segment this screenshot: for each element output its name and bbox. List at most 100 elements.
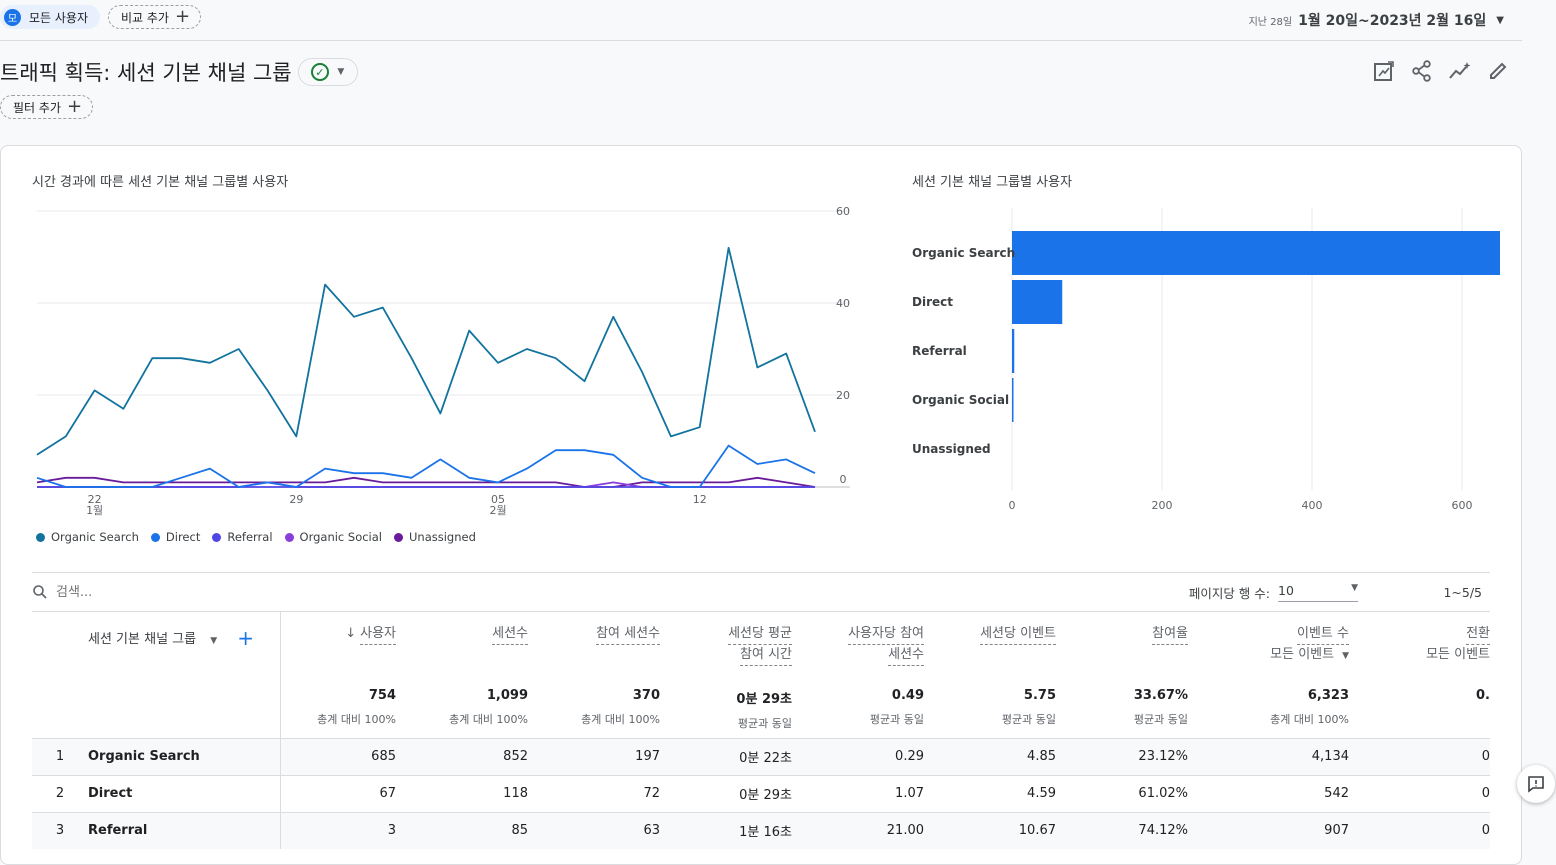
x-tick-label: 200 (1152, 499, 1173, 512)
legend-dot (212, 532, 222, 542)
total-value: 0분 29초 (736, 692, 792, 707)
row-index: 2 (55, 786, 65, 801)
table-row[interactable]: 2 Direct 67 118 72 0분 29초 1.07 4.59 61.02% 542 0 (32, 774, 1490, 812)
table-cell: 3 (280, 811, 396, 849)
table-cell: 61.02% (1056, 774, 1188, 812)
add-filter-button[interactable]: 필터 추가 + (0, 95, 94, 119)
feedback-button[interactable] (1517, 765, 1555, 803)
table-cell: 63 (528, 811, 660, 849)
totals-label (32, 676, 281, 738)
table-cell: 118 (396, 774, 528, 812)
legend-label: Direct (165, 530, 201, 544)
add-dimension-icon[interactable]: + (237, 626, 255, 650)
total-cell: 370 총계 대비 100% (528, 676, 660, 738)
table-cell: 0 (1349, 774, 1490, 812)
table-cell: 4,134 (1188, 737, 1349, 775)
rows-per-page: 페이지당 행 수: 10 ▼ (1189, 583, 1358, 602)
y-tick-label: 20 (836, 389, 850, 402)
total-sub: 평균과 동일 (869, 713, 924, 726)
row-channel-name: Organic Search (88, 749, 200, 764)
search-input[interactable] (56, 584, 456, 600)
row-dimension-cell: 1 Organic Search (32, 737, 281, 775)
metric-header-users[interactable]: ↓ 사용자 (280, 612, 396, 676)
header-label: 세션당 평균 (728, 624, 792, 645)
metric-header-engagement-rate[interactable]: 참여율 (1056, 612, 1188, 676)
category-label: Organic Social (912, 393, 1009, 407)
table-cell: 1.07 (792, 774, 924, 812)
share-button[interactable] (1408, 58, 1436, 84)
table-cell: 4.85 (924, 737, 1056, 775)
table-row[interactable]: 1 Organic Search 685 852 197 0분 22초 0.29 4.85 23… (32, 737, 1490, 775)
customize-report-button[interactable] (1370, 58, 1398, 84)
page-title: 트래픽 획득: 세션 기본 채널 그룹 (0, 61, 292, 85)
bar-chart[interactable]: 0 200 400 600 Organic Search Direct Referral Or… (900, 200, 1500, 530)
metric-header-sessions-per-user[interactable]: 사용자당 참여 세션수 (792, 612, 924, 676)
header-label: 참여율 (1152, 624, 1188, 645)
table-cell: 67 (280, 774, 396, 812)
legend-dot (284, 532, 294, 542)
table-cell: 72 (528, 774, 660, 812)
header-label: 전환 (1466, 624, 1490, 645)
row-index: 1 (55, 749, 65, 764)
date-range-label: 1월 20일~2023년 2월 16일 (1298, 13, 1487, 29)
caret-down-icon: ▼ (1342, 651, 1349, 661)
insights-button[interactable] (1446, 58, 1474, 84)
metric-header-event-count[interactable]: 이벤트 수 모든 이벤트 ▼ (1188, 612, 1349, 676)
plus-icon: + (66, 96, 83, 117)
total-sub: 평균과 동일 (1133, 713, 1188, 726)
search-icon (33, 585, 47, 599)
table-cell: 23.12% (1056, 737, 1188, 775)
legend-label: Referral (227, 530, 273, 544)
table-toolbar: 페이지당 행 수: 10 ▼ 1~5/5 (32, 572, 1490, 612)
total-value: 370 (632, 688, 660, 703)
rows-per-page-select[interactable]: 10 ▼ (1278, 583, 1358, 602)
legend-item[interactable]: Organic Social (284, 530, 382, 544)
x-tick-label: 0 (1009, 499, 1016, 512)
check-circle-icon: ✓ (310, 63, 329, 81)
table-cell: 0.29 (792, 737, 924, 775)
metric-header-sessions[interactable]: 세션수 (396, 612, 528, 676)
table-cell: 74.12% (1056, 811, 1188, 849)
legend-dot (36, 532, 45, 542)
report-status-dropdown[interactable]: ✓ ▼ (297, 58, 358, 86)
legend-item[interactable]: Unassigned (394, 530, 476, 544)
total-sub: 평균과 동일 (737, 717, 792, 730)
header-label: 사용자당 참여 (848, 624, 924, 645)
dimension-header[interactable]: 세션 기본 채널 그룹 ▼ + (32, 612, 281, 676)
edit-button[interactable] (1484, 58, 1512, 84)
sort-desc-icon: ↓ (345, 626, 357, 641)
metric-header-engaged-sessions[interactable]: 참여 세션수 (528, 612, 660, 676)
row-dimension-cell: 2 Direct (32, 774, 281, 812)
rows-per-page-value: 10 (1278, 582, 1294, 598)
table-cell: 852 (396, 737, 528, 775)
total-sub: 총계 대비 100% (317, 713, 396, 726)
metric-header-avg-engagement[interactable]: 세션당 평균 참여 시간 (660, 612, 792, 676)
plus-icon: + (174, 6, 191, 27)
report-toolbar (1370, 58, 1512, 84)
rows-per-page-label: 페이지당 행 수: (1188, 585, 1270, 601)
bar-referral (1012, 329, 1015, 373)
date-range-picker[interactable]: 지난 28일 1월 20일~2023년 2월 16일 ▼ (1249, 0, 1504, 40)
legend-item[interactable]: Referral (212, 530, 273, 544)
add-comparison-button[interactable]: 비교 추가 + (108, 5, 202, 29)
table-cell: 0 (1349, 737, 1490, 775)
legend-item[interactable]: Direct (150, 530, 201, 544)
table-cell: 21.00 (792, 811, 924, 849)
legend-label: Organic Search (51, 530, 139, 544)
total-value: 1,099 (486, 688, 528, 703)
header-label-2: 참여 시간 (740, 645, 792, 666)
table-row[interactable]: 3 Referral 3 85 63 1분 16초 21.00 10.67 74.12% 907 0 (32, 811, 1490, 849)
metric-header-events-per-session[interactable]: 세션당 이벤트 (924, 612, 1056, 676)
legend-label: Unassigned (409, 530, 476, 544)
data-table: 세션 기본 채널 그룹 ▼ + ↓ 사용자 세션수 참여 세션수 세션당 평균 참여… (32, 612, 1490, 849)
category-label: Direct (912, 295, 953, 309)
segment-chip[interactable]: 모 모든 사용자 (0, 5, 101, 29)
row-channel-name: Direct (88, 786, 133, 801)
event-filter-label[interactable]: 모든 이벤트 (1270, 647, 1335, 662)
event-filter-label[interactable]: 모든 이벤트 (1426, 647, 1490, 662)
bar-direct (1012, 280, 1063, 324)
add-comparison-label: 비교 추가 (121, 10, 169, 25)
legend-item[interactable]: Organic Search (36, 530, 139, 544)
